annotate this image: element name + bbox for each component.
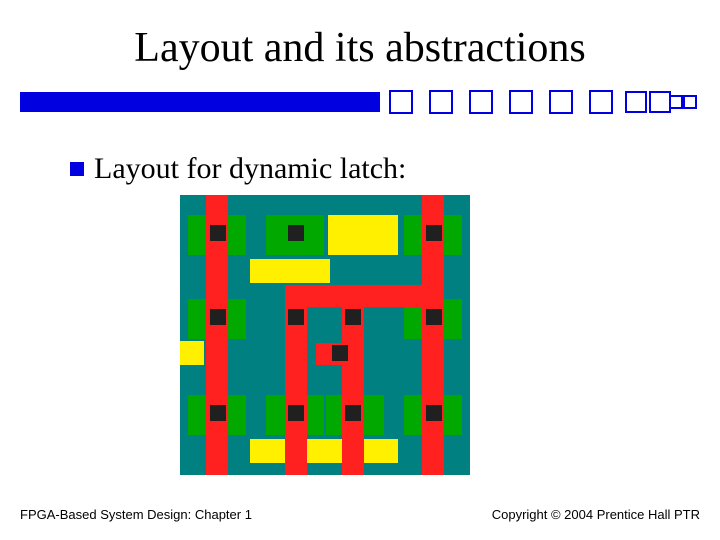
slide-title: Layout and its abstractions <box>0 24 720 72</box>
title-underline <box>20 90 700 114</box>
bullet-text: Layout for dynamic latch: <box>94 152 406 186</box>
footer-left: FPGA-Based System Design: Chapter 1 <box>20 507 252 522</box>
ic-layout-figure <box>180 195 470 475</box>
bullet-item: Layout for dynamic latch: <box>70 152 406 186</box>
footer-right: Copyright © 2004 Prentice Hall PTR <box>492 507 700 522</box>
bullet-square-icon <box>70 162 84 176</box>
